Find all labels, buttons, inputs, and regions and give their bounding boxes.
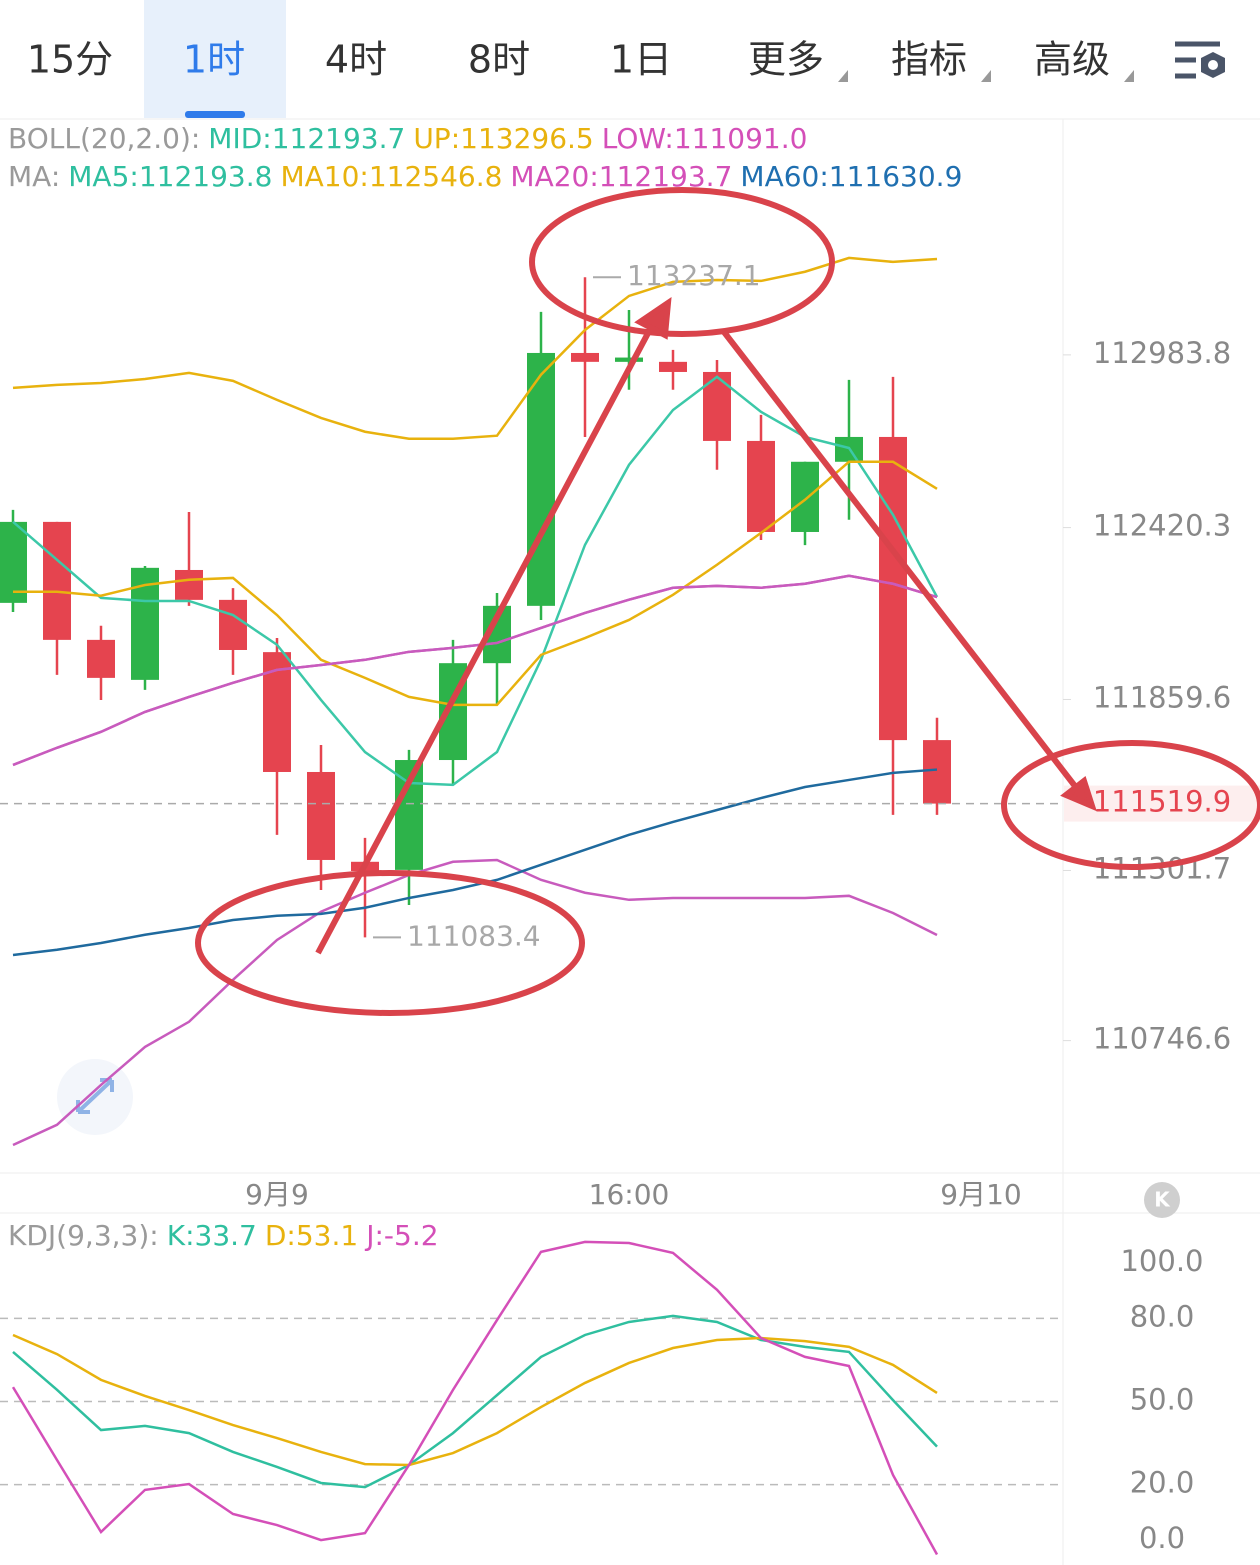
indicator-label: UP:113296.5 xyxy=(413,122,593,155)
tab[interactable]: 1日 xyxy=(610,38,672,82)
kdj-line xyxy=(12,1314,938,1489)
y-tick-label: 112983.8 xyxy=(1093,336,1231,370)
y-tick-label: 110746.6 xyxy=(1093,1022,1231,1056)
dropdown-caret xyxy=(838,70,848,82)
y-tick-label: 50.0 xyxy=(1130,1382,1195,1416)
plot: 15分 1时 4时 8时 1日 更多 指标 高级 BOLL(20,2.0): MID:112193… xyxy=(0,38,1260,1556)
candle-body xyxy=(0,521,27,603)
candle-body xyxy=(87,639,115,678)
y-tick-label: 80.0 xyxy=(1130,1299,1195,1333)
candle-body xyxy=(615,357,643,362)
tab[interactable]: 高级 xyxy=(1034,38,1110,82)
dropdown-caret xyxy=(981,70,991,82)
extreme-label: 111083.4 xyxy=(407,919,541,952)
candle-body xyxy=(659,361,687,372)
indicator-label: MA5:112193.8 xyxy=(68,160,272,193)
current-price-bg xyxy=(1064,785,1260,822)
active-tab-underline xyxy=(185,111,245,118)
active-tab-bg xyxy=(144,0,286,118)
expand-icon[interactable] xyxy=(57,1059,133,1135)
tab[interactable]: 1时 xyxy=(183,38,245,82)
y-tick-label: 111859.6 xyxy=(1093,680,1231,714)
y-tick-label: 100.0 xyxy=(1120,1244,1203,1278)
x-tick-label: 16:00 xyxy=(589,1178,670,1211)
k-icon[interactable]: K xyxy=(1144,1182,1180,1218)
indicator-line xyxy=(12,256,938,441)
x-tick-label: 9月9 xyxy=(245,1178,309,1211)
tab[interactable]: 更多 xyxy=(748,38,824,82)
indicator-label: J:-5.2 xyxy=(364,1219,438,1252)
indicator-line xyxy=(12,858,938,1147)
kdj-line xyxy=(12,1333,938,1467)
indicator-label: D:53.1 xyxy=(265,1219,358,1252)
candle-body xyxy=(571,352,599,362)
candle-body xyxy=(527,352,555,606)
dropdown-caret xyxy=(1124,70,1134,82)
candle-body xyxy=(175,569,203,600)
tab[interactable]: 指标 xyxy=(891,38,967,82)
indicator-label: LOW:111091.0 xyxy=(602,122,808,155)
current-price-label: 111519.9 xyxy=(1093,785,1231,819)
candle-body xyxy=(791,461,819,532)
indicator-line xyxy=(12,768,938,957)
y-tick-label: 112420.3 xyxy=(1093,509,1231,543)
tab[interactable]: 4时 xyxy=(325,38,387,82)
candle-body xyxy=(219,599,247,650)
indicator-label: KDJ(9,3,3): xyxy=(8,1219,159,1252)
candle-body xyxy=(879,436,907,741)
tab[interactable]: 15分 xyxy=(27,38,113,82)
candle-body xyxy=(703,371,731,441)
indicator-label: MA: xyxy=(8,160,60,193)
kdj-line xyxy=(11,1240,939,1556)
extreme-label: 113237.1 xyxy=(627,259,761,292)
tab[interactable]: 8时 xyxy=(468,38,530,82)
candle-body xyxy=(43,521,71,640)
y-tick-label: 0.0 xyxy=(1139,1521,1185,1555)
indicator-line xyxy=(12,574,938,767)
indicator-label: K:33.7 xyxy=(167,1219,257,1252)
candle-body xyxy=(747,440,775,532)
settings-icon[interactable] xyxy=(1175,41,1225,79)
candle-body xyxy=(923,740,951,804)
indicator-label: MA60:111630.9 xyxy=(740,160,962,193)
svg-text:K: K xyxy=(1154,1188,1171,1212)
indicator-label: MID:112193.7 xyxy=(208,122,405,155)
indicator-label: MA10:112546.8 xyxy=(280,160,502,193)
x-tick-label: 9月10 xyxy=(940,1178,1021,1211)
indicator-line xyxy=(12,375,939,787)
candle-body xyxy=(307,771,335,860)
y-tick-label: 20.0 xyxy=(1130,1466,1195,1500)
indicator-line xyxy=(13,460,938,707)
user-drawings xyxy=(195,187,1260,1016)
indicator-label: BOLL(20,2.0): xyxy=(8,122,200,155)
